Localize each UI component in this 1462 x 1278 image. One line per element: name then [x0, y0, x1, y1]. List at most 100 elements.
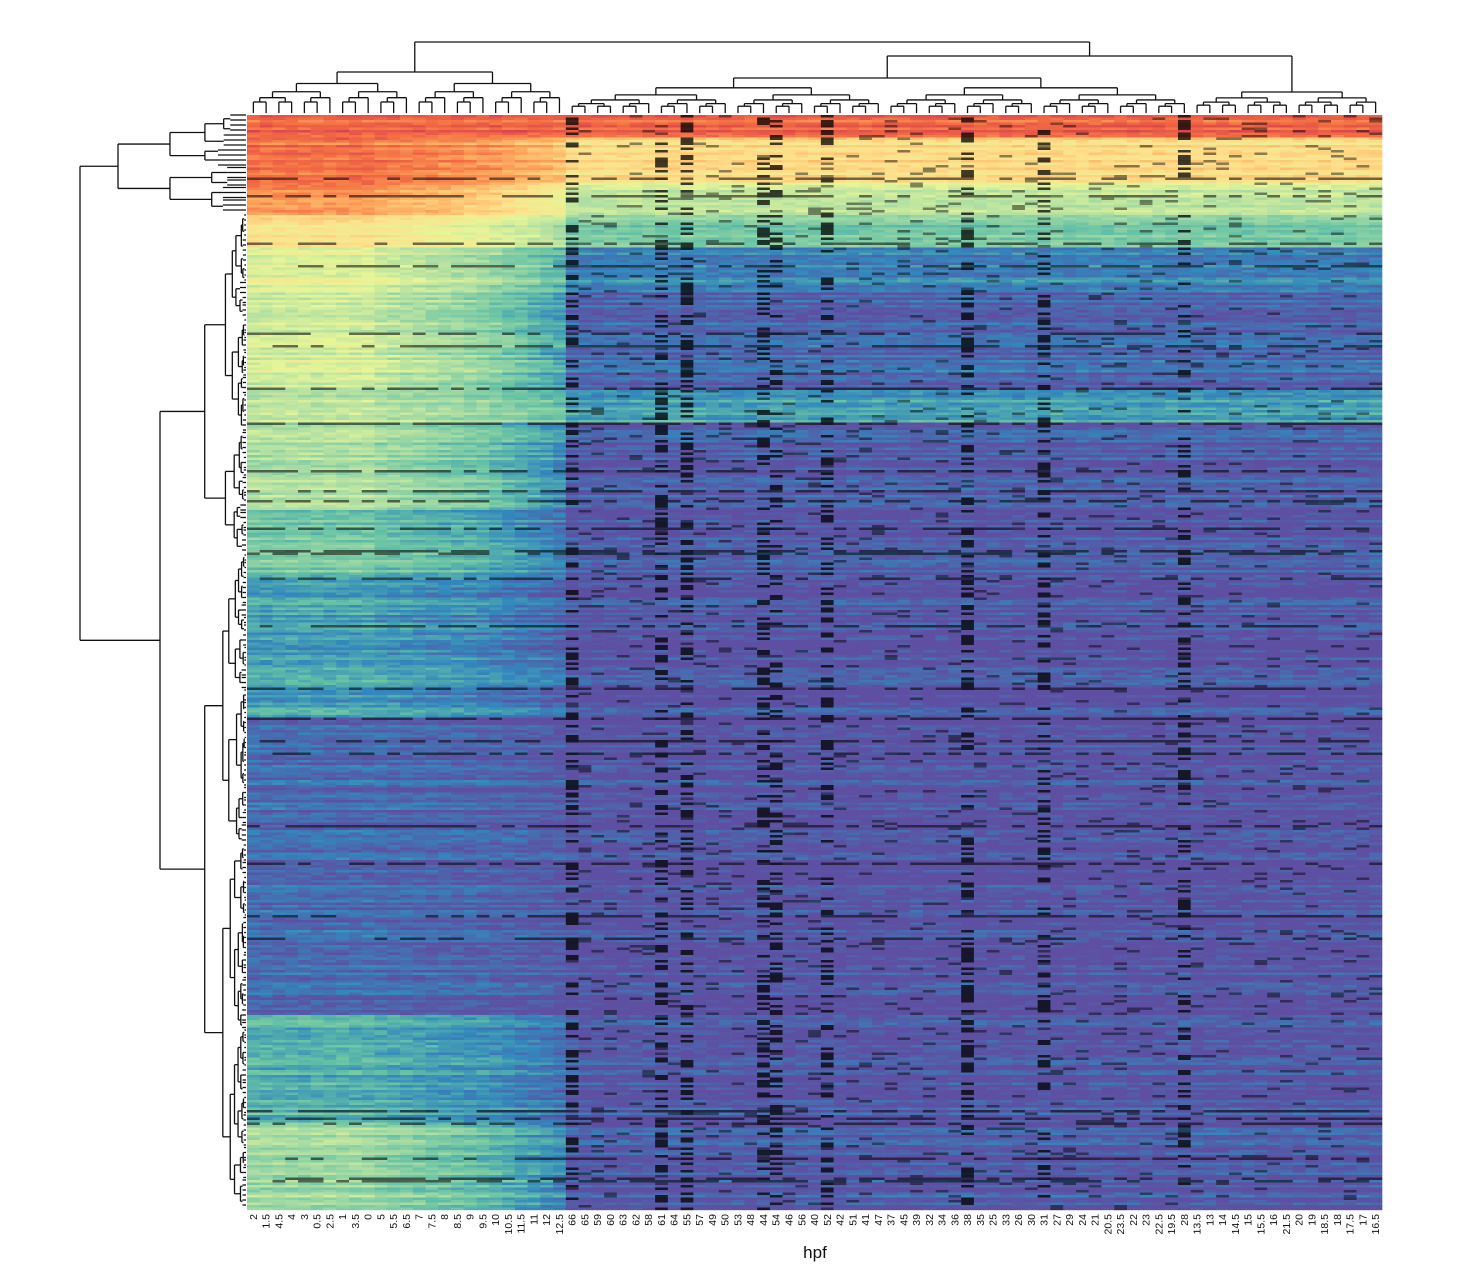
heatmap-cell [1126, 217, 1140, 221]
heatmap-cell [680, 227, 694, 231]
heatmap-cell [285, 187, 299, 191]
heatmap-cell [438, 135, 452, 138]
heatmap-cell [285, 182, 299, 186]
heatmap-cell [1088, 130, 1102, 133]
heatmap-cell [1114, 222, 1128, 226]
heatmap-cell [1012, 147, 1026, 151]
heatmap-cell [1075, 187, 1089, 191]
heatmap-cell [846, 197, 860, 201]
heatmap-cell [1279, 192, 1294, 196]
heatmap-cell [808, 225, 822, 228]
heatmap-cell [884, 127, 898, 131]
heatmap-cell [1203, 145, 1217, 148]
heatmap-cell [604, 190, 618, 193]
heatmap-cell [591, 152, 605, 156]
heatmap-cell [655, 122, 669, 126]
heatmap-cell [1165, 127, 1179, 131]
heatmap-cell [553, 152, 567, 156]
heatmap-cell [1075, 212, 1089, 216]
heatmap-cell [1241, 140, 1255, 143]
heatmap-cell [961, 165, 975, 168]
heatmap-cell [999, 217, 1013, 221]
heatmap-cell [1037, 130, 1051, 133]
heatmap-cell [884, 157, 898, 161]
heatmap-cell [476, 227, 490, 231]
heatmap-cell [808, 202, 822, 206]
heatmap-cell [1063, 212, 1077, 216]
heatmap-cell [1318, 150, 1332, 153]
heatmap-cell [387, 217, 401, 221]
heatmap-cell [616, 170, 630, 173]
heatmap-cell [808, 157, 822, 161]
heatmap-cell [476, 202, 490, 206]
heatmap-cell [1292, 160, 1306, 163]
heatmap-cell [999, 130, 1013, 133]
heatmap-cell [1228, 162, 1243, 166]
heatmap-cell [604, 182, 618, 186]
heatmap-cell [795, 157, 809, 161]
heatmap-cell [387, 117, 401, 121]
heatmap-cell [1114, 137, 1128, 141]
heatmap-cell [540, 132, 554, 136]
heatmap-cell [1369, 125, 1383, 128]
heatmap-cell [1139, 197, 1153, 201]
heatmap-cell [961, 177, 975, 181]
heatmap-cell [310, 192, 324, 196]
heatmap-cell [361, 145, 375, 148]
heatmap-cell [489, 220, 503, 223]
heatmap-cell [1190, 167, 1204, 171]
heatmap-cell [336, 227, 350, 231]
heatmap-cell [1356, 205, 1370, 208]
heatmap-cell [272, 140, 286, 143]
heatmap-cell [502, 212, 516, 216]
heatmap-cell [1063, 197, 1077, 201]
heatmap-cell [361, 142, 375, 146]
heatmap-cell [846, 115, 860, 118]
heatmap-cell [986, 180, 1000, 183]
heatmap-cell [961, 150, 987, 153]
heatmap-cell [387, 227, 401, 231]
heatmap-cell [259, 125, 273, 128]
heatmap-cell [884, 115, 898, 118]
heatmap-cell [1267, 155, 1281, 158]
heatmap-cell [922, 165, 936, 168]
heatmap-cell [718, 172, 732, 176]
heatmap-cell [795, 165, 809, 168]
heatmap-cell [1343, 190, 1357, 193]
heatmap-cell [871, 200, 885, 203]
heatmap-cell [973, 207, 987, 211]
heatmap-cell [604, 160, 618, 163]
heatmap-cell [693, 215, 707, 218]
heatmap-cell [1177, 152, 1192, 156]
heatmap-cell [1318, 137, 1332, 141]
heatmap-cell [782, 122, 796, 126]
heatmap-cell [1152, 172, 1166, 176]
heatmap-cell [629, 192, 643, 196]
heatmap-cell [1024, 212, 1038, 216]
heatmap-cell [463, 117, 477, 121]
heatmap-cell [1305, 162, 1319, 166]
heatmap-cell [451, 212, 465, 216]
heatmap-cell [769, 177, 783, 181]
heatmap-cell [1279, 140, 1294, 143]
heatmap-cell [1241, 227, 1255, 231]
heatmap-cell [820, 187, 834, 191]
heatmap-cell [1012, 145, 1026, 148]
heatmap-cell [374, 215, 388, 218]
heatmap-cell [578, 150, 592, 153]
heatmap-cell [871, 217, 885, 221]
heatmap-cell [1216, 185, 1230, 188]
heatmap-cell [910, 122, 924, 126]
heatmap-cell [961, 202, 975, 206]
heatmap-cell [706, 172, 720, 176]
heatmap-cell [935, 197, 949, 201]
heatmap-cell [1037, 207, 1051, 211]
heatmap-cell [412, 117, 426, 121]
heatmap-cell [833, 212, 847, 216]
heatmap-cell [1050, 142, 1064, 146]
heatmap-cell [604, 205, 618, 208]
heatmap-cell [1318, 192, 1332, 196]
heatmap-cell [910, 157, 924, 161]
heatmap-cell [514, 125, 528, 128]
heatmap-cell [910, 197, 924, 201]
